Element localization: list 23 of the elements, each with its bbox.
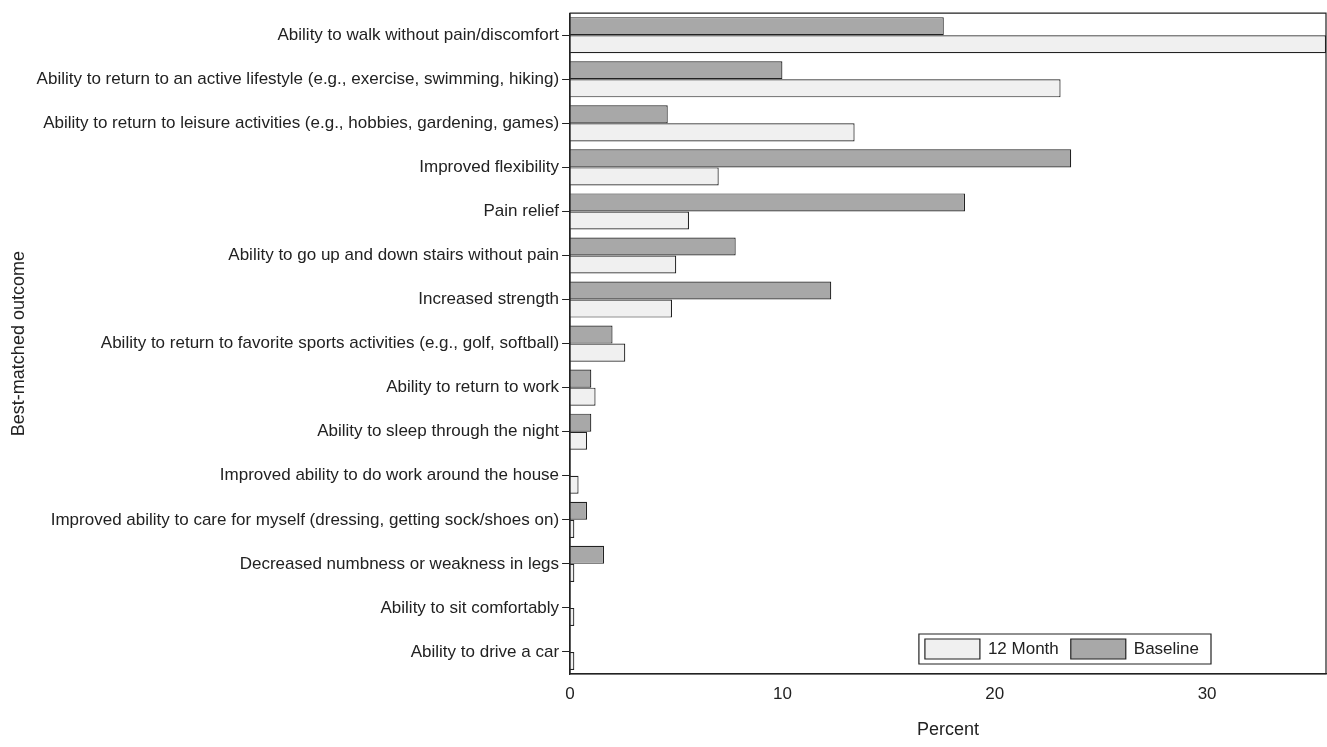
y-tick-label: Ability to return to leisure activities (e.g., hobbies, gardening, games) bbox=[43, 113, 560, 133]
y-tick-label: Ability to return to an active lifestyle (e.g., exercise, swimming, hiking) bbox=[36, 68, 560, 88]
y-tick-label: Increased strength bbox=[418, 289, 560, 309]
y-tick-label: Improved flexibility bbox=[419, 157, 560, 177]
y-tick-label: Ability to return to work bbox=[386, 377, 560, 397]
y-tick-label: Ability to return to favorite sports activities (e.g., golf, softball) bbox=[100, 333, 560, 353]
y-tick-label: Ability to walk without pain/discomfort bbox=[277, 24, 560, 44]
y-axis-title: Best-matched outcome bbox=[7, 251, 28, 437]
legend-label: 12 Month bbox=[987, 638, 1059, 658]
x-tick-label: 20 bbox=[985, 683, 1005, 703]
x-tick-label: 0 bbox=[565, 683, 575, 703]
y-tick-label: Ability to drive a car bbox=[410, 641, 560, 661]
y-tick-label: Decreased numbness or weakness in legs bbox=[239, 553, 560, 573]
legend-label: Baseline bbox=[1133, 638, 1200, 658]
x-tick-label: 10 bbox=[772, 683, 792, 703]
y-tick-label: Improved ability to do work around the house bbox=[219, 465, 560, 485]
x-tick-label: 30 bbox=[1197, 683, 1217, 703]
y-tick-label: Ability to go up and down stairs without pain bbox=[228, 245, 560, 265]
y-tick-label: Pain relief bbox=[483, 201, 560, 221]
y-tick-label: Ability to sit comfortably bbox=[380, 597, 560, 617]
y-tick-label: Ability to sleep through the night bbox=[317, 421, 560, 441]
x-axis-title: Percent bbox=[917, 719, 980, 740]
y-tick-label: Improved ability to care for myself (dressing, getting sock/shoes on) bbox=[50, 509, 560, 529]
